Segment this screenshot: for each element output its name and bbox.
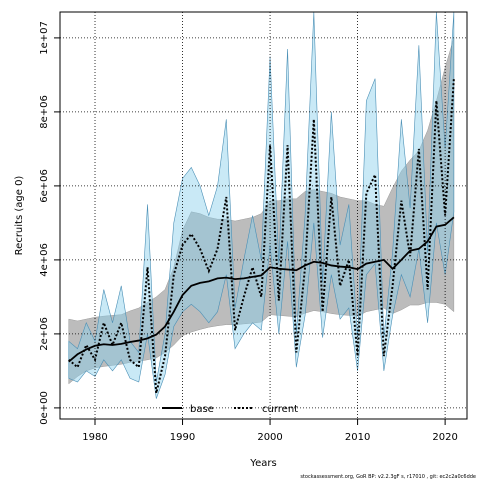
legend-current-label: current bbox=[262, 404, 298, 415]
x-tick-label: 2020 bbox=[432, 432, 457, 443]
y-axis-title: Recruits (age 0) bbox=[14, 176, 25, 256]
y-tick-label: 4e+06 bbox=[39, 243, 50, 277]
current-series-line bbox=[68, 78, 455, 394]
credit-text: stockassessment.org, GoR BP: v2.2.3gF s,… bbox=[300, 474, 476, 480]
y-tick-label: 6e+06 bbox=[39, 169, 50, 203]
y-tick-label: 1e+07 bbox=[39, 21, 50, 55]
legend: base current bbox=[162, 404, 298, 415]
x-tick-label: 1990 bbox=[170, 432, 195, 443]
series-lines bbox=[68, 78, 455, 394]
x-axis: 1980 1990 2000 2010 2020 bbox=[82, 419, 458, 443]
x-tick-label: 1980 bbox=[82, 432, 107, 443]
y-tick-label: 0e+00 bbox=[39, 391, 50, 425]
x-tick-label: 2010 bbox=[345, 432, 370, 443]
legend-base-label: base bbox=[190, 404, 214, 415]
x-axis-title: Years bbox=[249, 458, 276, 469]
plot-frame bbox=[59, 11, 468, 420]
y-tick-label: 2e+06 bbox=[39, 317, 50, 351]
base-series-line bbox=[68, 216, 455, 363]
y-axis: 0e+00 2e+06 4e+06 6e+06 8e+06 1e+07 bbox=[39, 21, 60, 425]
y-tick-label: 8e+06 bbox=[39, 95, 50, 129]
x-tick-label: 2000 bbox=[257, 432, 282, 443]
